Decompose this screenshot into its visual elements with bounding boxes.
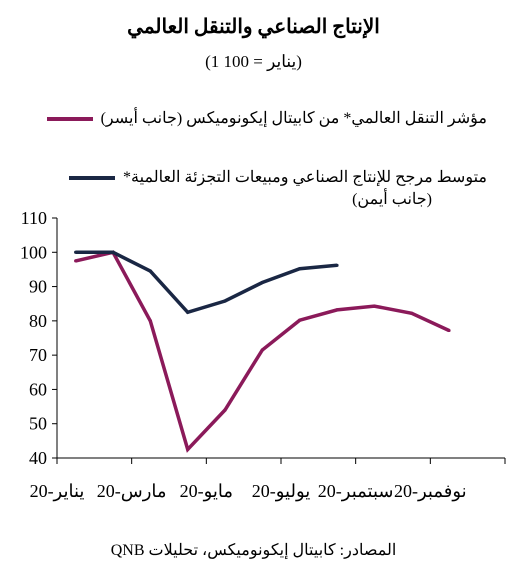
legend-label-series-2: متوسط مرجح للإنتاج الصناعي ومبيعات التجز… [123,169,487,186]
legend-swatch-series-2 [69,176,116,181]
legend-swatch-series-1 [46,117,93,122]
series-1-point [260,348,264,352]
y-tick-label: 60 [29,379,47,399]
y-tick-label: 110 [21,208,47,228]
series-2-point [298,267,302,271]
series-1-point [74,259,78,263]
series-2-point [111,250,115,254]
x-tick-label: مارس-20 [97,481,167,502]
series-1-point [335,308,339,312]
series-2-point [260,280,264,285]
series-2-point [74,250,78,254]
x-tick-label: يوليو-20 [252,481,311,502]
x-tick-label: مايو-20 [180,481,233,502]
series-1-point [148,319,152,323]
legend-item-series-1: مؤشر التنقل العالمي* من كابيتال إيكونومي… [46,108,487,128]
y-tick-label: 50 [29,414,47,434]
series-2-line [75,250,338,315]
source-note: المصادر: كابيتال إيكونوميكس، تحليلات QNB [110,542,397,559]
series-2-point [223,299,227,303]
series-1-point [223,408,227,412]
chart-title: الإنتاج الصناعي والتنقل العالمي [127,16,380,38]
x-tick-label: نوفمبر-20 [394,481,467,502]
legend-label-series-1: مؤشر التنقل العالمي* من كابيتال إيكونومي… [100,110,487,127]
y-tick-label: 40 [29,448,47,468]
x-tick-label: يناير-20 [30,481,85,502]
series-2-point [335,263,339,267]
legend-label-series-2-suffix: (جانب أيمن) [352,191,432,208]
series-1-point [372,304,376,308]
series-1-point [186,447,190,452]
x-tick-label: سبتمبر-20 [318,481,394,502]
y-tick-label: 80 [29,311,47,331]
series-2-point [186,310,190,314]
series-1-point [298,318,302,322]
series-1-point [447,328,451,333]
series-2-point [148,269,152,273]
chart-subtitle: (1 يناير = 100) [205,52,302,71]
y-tick-label: 90 [29,277,47,297]
legend-item-series-2: متوسط مرجح للإنتاج الصناعي ومبيعات التجز… [69,167,487,211]
series-1-point [410,311,414,315]
y-tick-label: 100 [20,242,47,262]
y-tick-label: 70 [29,345,47,365]
